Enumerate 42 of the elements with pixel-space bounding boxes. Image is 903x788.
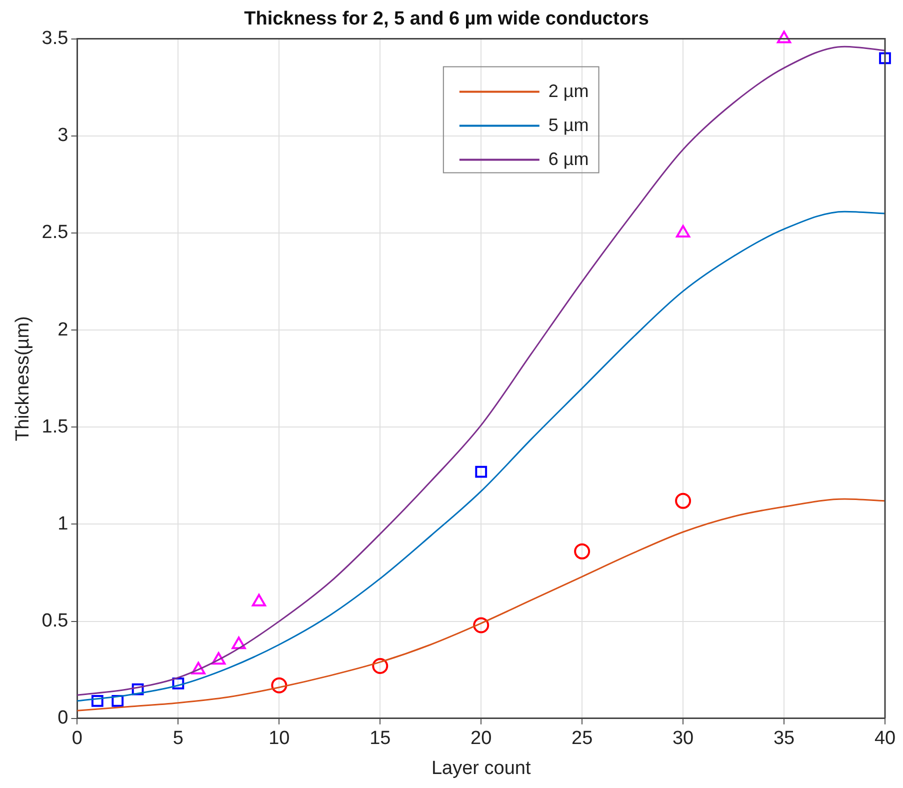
point — [212, 652, 226, 665]
legend-label: 2 µm — [548, 80, 589, 101]
point — [675, 492, 692, 509]
y-tick-label: 3 — [58, 125, 68, 146]
point — [776, 30, 792, 44]
legend-label: 6 µm — [548, 148, 589, 169]
point — [172, 678, 184, 690]
y-axis-title: Thickness(µm) — [12, 316, 34, 442]
x-tick-label: 30 — [672, 728, 694, 750]
x-tick-label: 15 — [370, 728, 391, 750]
x-axis-title: Layer count — [431, 758, 532, 779]
x-tick-label: 5 — [172, 728, 184, 750]
y-tick-label: 0.5 — [42, 610, 68, 632]
y-tick-label: 0 — [58, 708, 68, 729]
point — [132, 683, 144, 696]
line-series — [76, 210, 886, 702]
point — [191, 662, 206, 674]
y-tick-label: 3.5 — [42, 28, 68, 50]
x-tick-label: 10 — [268, 728, 290, 750]
point — [372, 658, 388, 674]
point — [574, 543, 590, 560]
point — [112, 694, 124, 707]
x-tick-label: 20 — [470, 728, 492, 750]
line-series — [76, 498, 886, 712]
x-tick-label: 40 — [874, 728, 896, 750]
x-tick-label: 0 — [72, 728, 82, 750]
point — [232, 636, 246, 650]
point — [271, 677, 288, 694]
legend-label: 5 µm — [548, 114, 589, 135]
line-series — [76, 46, 886, 696]
point — [473, 617, 490, 634]
x-tick-label: 25 — [572, 728, 593, 750]
y-tick-label: 1 — [58, 513, 68, 534]
point — [91, 694, 104, 707]
y-tick-label: 2 — [58, 319, 68, 340]
point — [676, 224, 690, 238]
point — [475, 466, 488, 478]
y-tick-label: 1.5 — [42, 416, 68, 438]
x-tick-label: 35 — [773, 728, 795, 750]
chart-title: Thickness for 2, 5 and 6 µm wide conductors — [244, 8, 649, 30]
point — [252, 594, 266, 606]
y-tick-label: 2.5 — [42, 222, 68, 244]
